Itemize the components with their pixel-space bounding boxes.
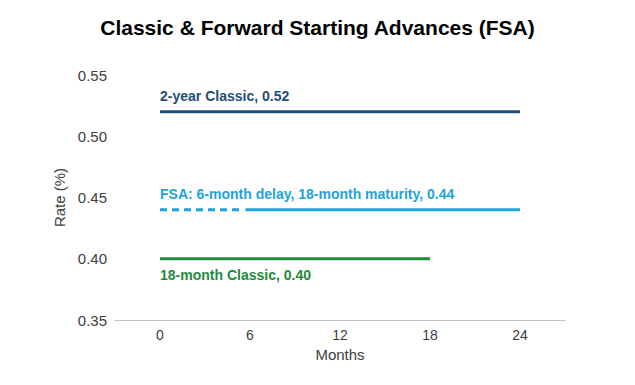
svg-text:FSA: 6-month delay, 18-month m: FSA: 6-month delay, 18-month maturity, 0… xyxy=(160,186,455,202)
svg-text:18-month Classic, 0.40: 18-month Classic, 0.40 xyxy=(160,267,311,283)
svg-text:0: 0 xyxy=(156,327,164,343)
svg-text:0.45: 0.45 xyxy=(78,189,107,206)
svg-text:Months: Months xyxy=(315,346,364,363)
svg-text:24: 24 xyxy=(512,327,528,343)
svg-text:0.40: 0.40 xyxy=(78,250,107,267)
svg-text:18: 18 xyxy=(422,327,438,343)
svg-text:12: 12 xyxy=(332,327,348,343)
svg-text:Classic & Forward Starting Adv: Classic & Forward Starting Advances (FSA… xyxy=(100,16,535,39)
svg-text:0.55: 0.55 xyxy=(78,67,107,84)
svg-text:6: 6 xyxy=(246,327,254,343)
svg-text:0.50: 0.50 xyxy=(78,128,107,145)
svg-text:2-year Classic, 0.52: 2-year Classic, 0.52 xyxy=(160,88,289,104)
svg-text:Rate (%): Rate (%) xyxy=(51,168,68,227)
svg-text:0.35: 0.35 xyxy=(78,312,107,329)
